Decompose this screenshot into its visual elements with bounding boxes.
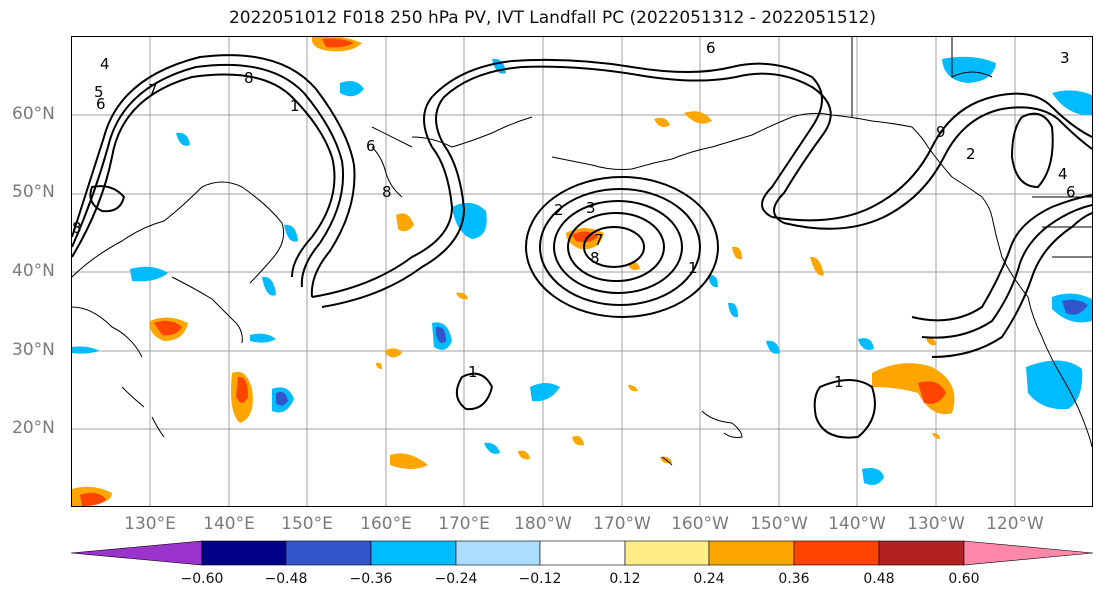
map-canvas: 4 5 6 7 8 1 2 3 6 8 7 1 8 2 3 6 9 1 1 4 … — [72, 37, 1092, 506]
contour-label: 1 — [468, 363, 478, 381]
lon-label-120w: 120°W — [986, 514, 1044, 534]
contour-label: 4 — [1058, 165, 1068, 183]
lon-label-140e: 140°E — [203, 514, 255, 534]
contour-label: 8 — [72, 219, 82, 237]
contour-label: 1 — [290, 97, 300, 115]
contour-label: 2 — [966, 145, 976, 163]
colorbar-segment — [624, 540, 710, 566]
contour-label: 7 — [148, 81, 158, 99]
map-panel: 4 5 6 7 8 1 2 3 6 8 7 1 8 2 3 6 9 1 1 4 … — [71, 36, 1093, 507]
contour-labels: 4 5 6 7 8 1 2 3 6 8 7 1 8 2 3 6 9 1 1 4 … — [72, 39, 1076, 391]
lat-label-30n: 30°N — [12, 340, 55, 360]
colorbar-tick: −0.12 — [518, 571, 562, 587]
contour-label: 6 — [96, 95, 106, 113]
lon-label-170e: 170°E — [438, 514, 490, 534]
lat-label-60n: 60°N — [12, 104, 55, 124]
colorbar-segment — [285, 540, 372, 566]
contour-label: 5 — [94, 83, 104, 101]
colorbar-tick: 0.36 — [778, 571, 810, 587]
contour-label: 3 — [586, 199, 596, 217]
colorbar-segment — [963, 540, 1094, 566]
colorbar-segment — [201, 540, 287, 566]
lat-label-20n: 20°N — [12, 418, 55, 438]
colorbar — [70, 540, 1094, 566]
ivt-positive-regions — [72, 37, 955, 506]
lon-label-160w: 160°W — [671, 514, 729, 534]
contour-label: 6 — [366, 137, 376, 155]
contour-label: 2 — [554, 201, 564, 219]
contour-label: 4 — [100, 55, 110, 73]
colorbar-tick: −0.60 — [180, 571, 224, 587]
contour-label: 3 — [1060, 49, 1070, 67]
colorbar-tick: −0.48 — [264, 571, 308, 587]
colorbar-tick: 0.48 — [863, 571, 895, 587]
lon-label-150w: 150°W — [750, 514, 808, 534]
colorbar-tick: 0.60 — [948, 571, 980, 587]
contour-label: 6 — [706, 39, 716, 57]
colorbar-segment — [70, 540, 203, 566]
colorbar-tick: 0.24 — [693, 571, 725, 587]
ivt-negative-regions — [72, 56, 1092, 485]
colorbar-segment — [370, 540, 457, 566]
coastlines — [72, 37, 1092, 466]
contour-label: 1 — [834, 373, 844, 391]
contour-label: 8 — [590, 249, 600, 267]
colorbar-segment — [708, 540, 795, 566]
lat-label-50n: 50°N — [12, 182, 55, 202]
colorbar-tick: −0.24 — [434, 571, 478, 587]
colorbar-tick: −0.36 — [349, 571, 393, 587]
contour-label: 7 — [594, 231, 604, 249]
colorbar-tick: 0.12 — [609, 571, 641, 587]
contour-label: 8 — [382, 183, 392, 201]
colorbar-segment — [878, 540, 965, 566]
lon-label-160e: 160°E — [360, 514, 412, 534]
pv-contours — [72, 54, 1092, 439]
lon-label-150e: 150°E — [281, 514, 333, 534]
contour-label: 1 — [688, 259, 698, 277]
lat-label-40n: 40°N — [12, 261, 55, 281]
colorbar-segment — [539, 540, 626, 566]
contour-label: 9 — [936, 123, 946, 141]
lon-label-170w: 170°W — [593, 514, 651, 534]
contour-label: 8 — [244, 69, 254, 87]
lon-label-140w: 140°W — [828, 514, 886, 534]
colorbar-segment — [793, 540, 880, 566]
map-title: 2022051012 F018 250 hPa PV, IVT Landfall… — [228, 8, 876, 28]
contour-label: 6 — [1066, 183, 1076, 201]
lon-label-130e: 130°E — [124, 514, 176, 534]
lon-label-180w: 180°W — [514, 514, 572, 534]
colorbar-segment — [455, 540, 541, 566]
lon-label-130w: 130°W — [907, 514, 965, 534]
gridlines — [72, 37, 1092, 506]
